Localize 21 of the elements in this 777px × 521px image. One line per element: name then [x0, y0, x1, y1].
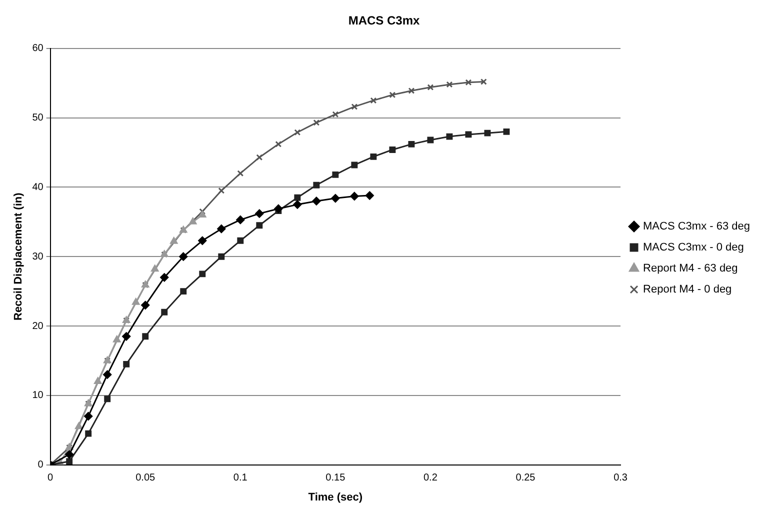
y-tick-label: 20: [32, 320, 44, 332]
y-tick-label: 0: [38, 460, 44, 471]
legend-label: Report M4 - 0 deg: [643, 284, 732, 296]
y-axis-title: Recoil Displacement (in): [12, 192, 25, 320]
x-tick-label: 0.05: [136, 472, 156, 484]
x-axis-title: Time (sec): [308, 491, 363, 504]
x-tick-label: 0.2: [424, 472, 438, 484]
legend-label: MACS C3mx - 63 deg: [643, 220, 750, 233]
y-tick-label: 40: [32, 182, 44, 193]
y-tick-label: 10: [32, 390, 44, 402]
y-tick-label: 50: [32, 112, 44, 124]
y-tick-label: 30: [32, 251, 44, 262]
legend-label: Report M4 - 63 deg: [643, 262, 738, 275]
x-tick-label: 0.25: [516, 472, 536, 484]
chart-title: MACS C3mx: [348, 14, 420, 28]
legend-label: MACS C3mx - 0 deg: [643, 242, 744, 254]
x-tick-label: 0.15: [326, 472, 346, 484]
x-tick-label: 0.3: [614, 472, 628, 484]
x-tick-label: 0.1: [233, 472, 248, 484]
x-tick-label: 0: [48, 472, 54, 484]
y-tick-label: 60: [32, 43, 44, 54]
